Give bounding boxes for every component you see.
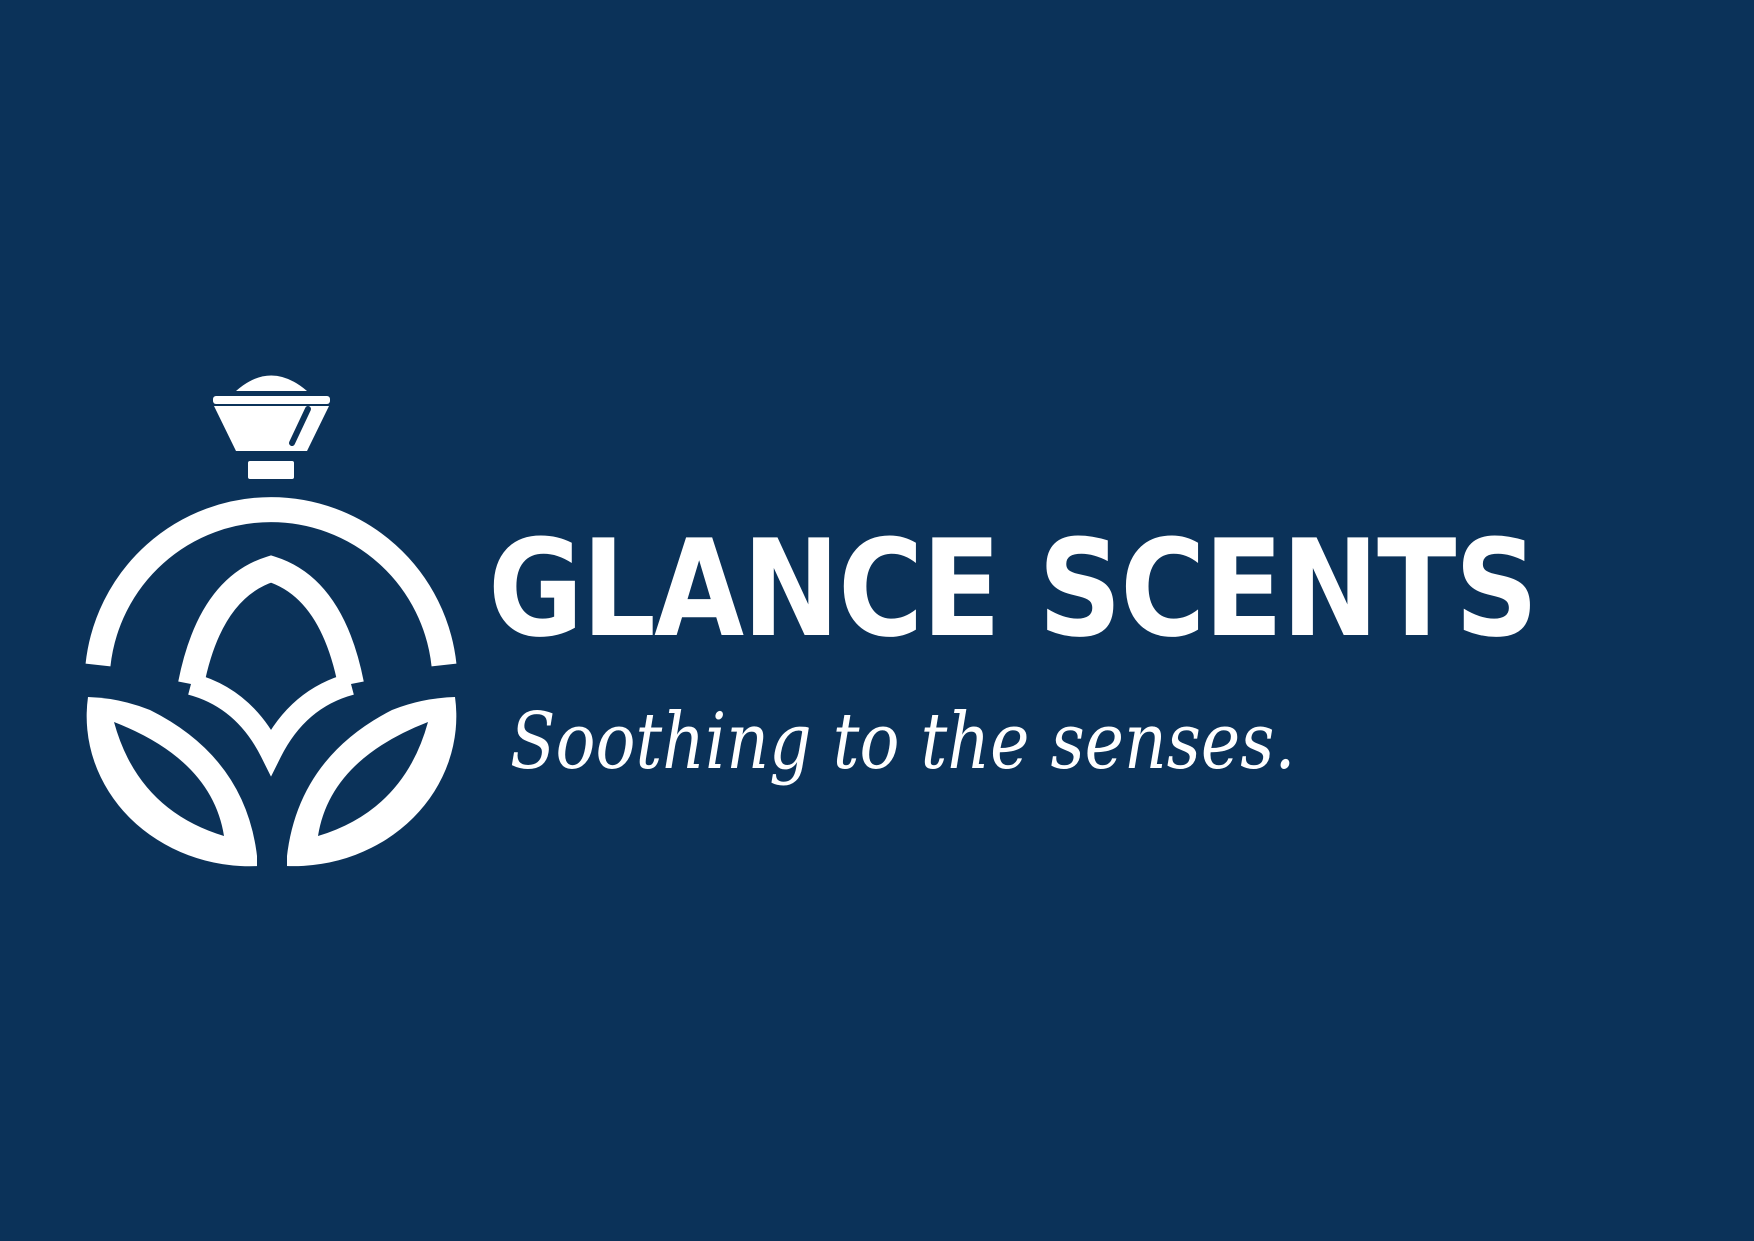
perfume-bottle-with-leaves-icon [85,375,457,880]
brand-name: GLANCE SCENTS [488,511,1538,667]
brand-tagline: Soothing to the senses. [510,697,1296,787]
